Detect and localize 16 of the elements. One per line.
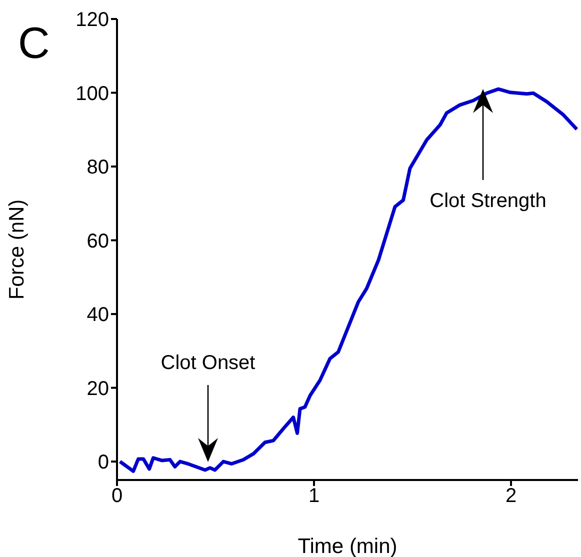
y-tick-label: 0 — [98, 452, 109, 474]
y-tick-label: 80 — [86, 156, 109, 179]
annotation: Clot Onset — [160, 352, 256, 375]
text: C — [18, 19, 50, 68]
x-tick-label: 2 — [505, 485, 517, 508]
y-tick-label: 60 — [86, 230, 109, 252]
x-tick-label: 0 — [111, 485, 123, 508]
line-series — [118, 87, 578, 473]
y-tick-label: 100 — [76, 82, 109, 105]
y-tick-label: 40 — [86, 304, 109, 326]
x-axis-title: Time (min) — [298, 535, 398, 557]
annotation: Clot Strength — [430, 190, 546, 213]
x-tick-label: 1 — [308, 485, 320, 508]
y-tick-label: 20 — [86, 378, 109, 400]
y-tick-label: 120 — [76, 9, 109, 32]
y-axis-title: Force (nN) — [5, 199, 28, 300]
